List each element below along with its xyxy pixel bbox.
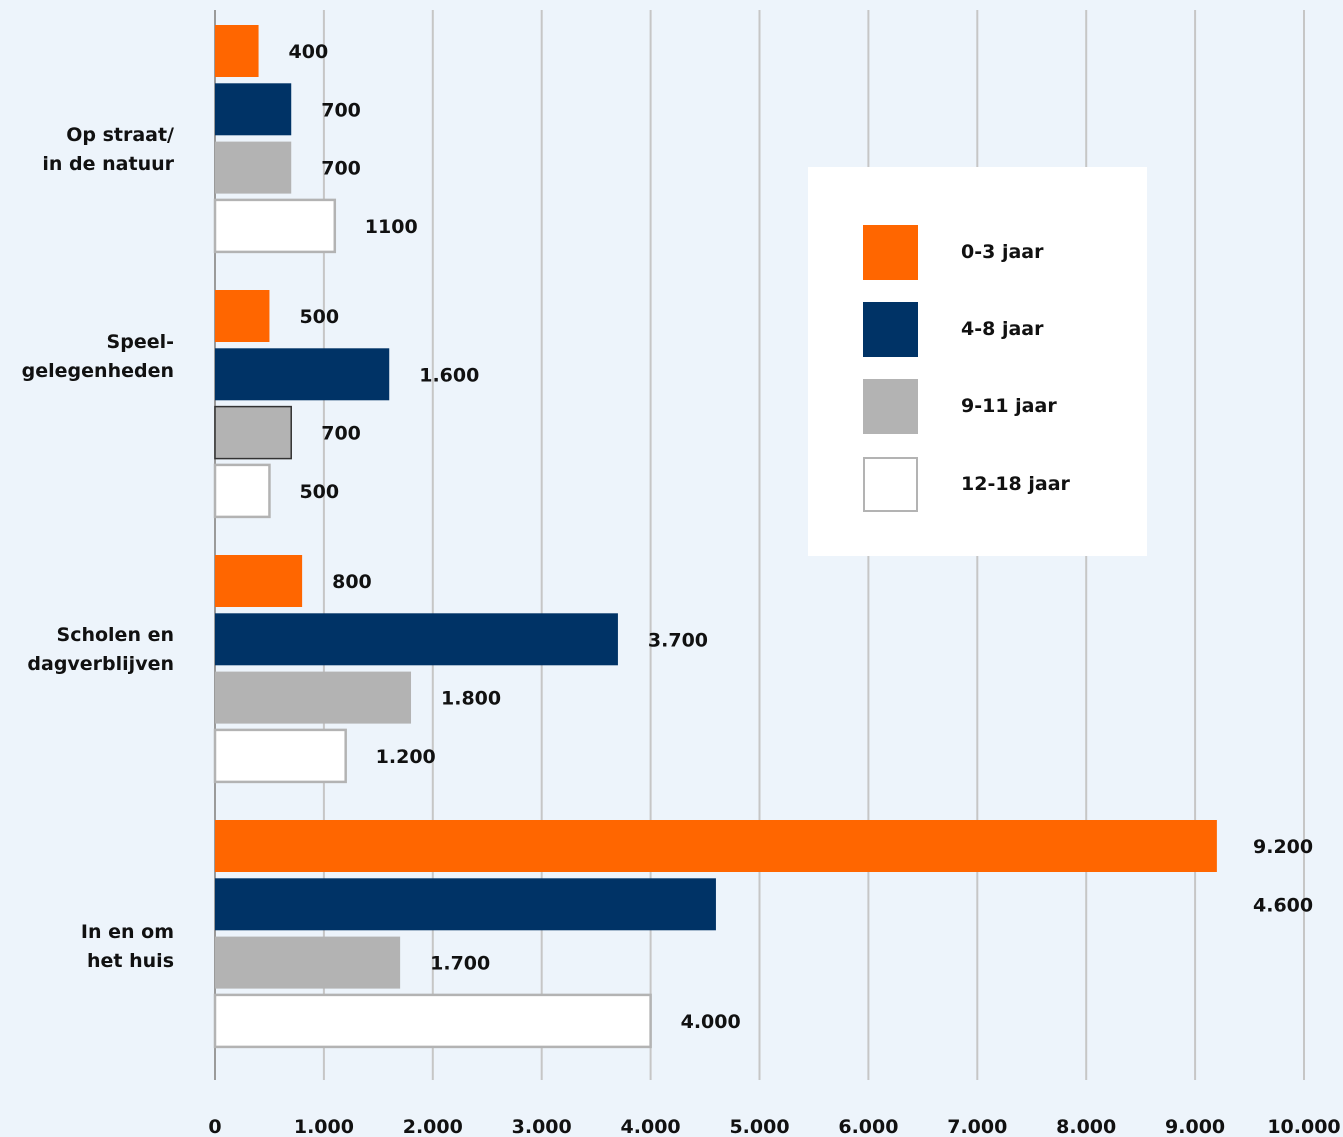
data-label: 1.700	[430, 953, 490, 975]
x-tick-label: 6.000	[838, 1116, 898, 1137]
bar	[215, 671, 412, 724]
data-label: 9.200	[1253, 836, 1313, 858]
legend-swatch-12-18-jaar	[863, 457, 918, 512]
bar	[215, 83, 292, 136]
data-label: 400	[289, 41, 329, 63]
bar	[215, 613, 618, 666]
data-label: 1.600	[419, 364, 479, 386]
bar	[213, 463, 271, 519]
data-label: 700	[321, 99, 361, 121]
legend-label-12-18-jaar: 12-18 jaar	[961, 473, 1070, 495]
data-label: 1100	[365, 216, 418, 238]
category-label-op-straat: Op straat/ in de natuur	[42, 124, 174, 175]
bar	[215, 25, 259, 77]
bar	[215, 348, 390, 401]
category-label-scholen: Scholen en dagverblijven	[27, 624, 174, 675]
x-tick-label: 3.000	[512, 1116, 572, 1137]
legend-label-9-11-jaar: 9-11 jaar	[961, 395, 1057, 417]
bar	[215, 878, 716, 931]
legend-label-4-8-jaar: 4-8 jaar	[961, 318, 1044, 340]
category-label-speelgelegenheden: Speel- gelegenheden	[21, 331, 174, 382]
data-label: 3.700	[648, 629, 708, 651]
x-tick-label: 5.000	[729, 1116, 789, 1137]
bar	[215, 820, 1217, 872]
bar	[214, 405, 292, 460]
x-tick-label: 0	[208, 1116, 221, 1137]
bar	[215, 555, 303, 607]
bar	[213, 993, 652, 1049]
x-tick-label: 7.000	[947, 1116, 1007, 1137]
legend-swatch-9-11-jaar	[863, 379, 918, 434]
x-tick-label: 2.000	[403, 1116, 463, 1137]
x-tick-label: 10.000	[1267, 1116, 1340, 1137]
bar	[213, 198, 337, 254]
legend-label-0-3-jaar: 0-3 jaar	[961, 241, 1044, 263]
data-label: 700	[321, 423, 361, 445]
data-label: 800	[332, 571, 372, 593]
x-tick-label: 4.000	[621, 1116, 681, 1137]
bar	[213, 728, 347, 784]
data-label: 4.600	[1253, 894, 1313, 916]
category-label-in-en-om-het-huis: In en om het huis	[80, 921, 174, 972]
legend: 0-3 jaar 4-8 jaar 9-11 jaar 12-18 jaar	[808, 167, 1147, 556]
legend-swatch-4-8-jaar	[863, 302, 918, 357]
data-label: 500	[299, 481, 339, 503]
data-label: 1.200	[376, 746, 436, 768]
x-tick-label: 9.000	[1165, 1116, 1225, 1137]
data-label: 1.800	[441, 688, 501, 710]
x-tick-label: 1.000	[294, 1116, 354, 1137]
data-label: 500	[299, 306, 339, 328]
data-label: 700	[321, 158, 361, 180]
bar	[215, 936, 401, 989]
legend-swatch-0-3-jaar	[863, 225, 918, 280]
bar	[215, 290, 270, 342]
x-tick-label: 8.000	[1056, 1116, 1116, 1137]
data-label: 4.000	[681, 1011, 741, 1033]
bar	[215, 141, 292, 194]
